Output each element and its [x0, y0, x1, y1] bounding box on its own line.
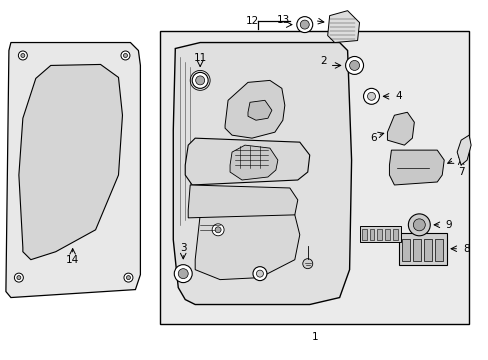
Circle shape: [349, 60, 359, 71]
Circle shape: [367, 92, 375, 100]
Circle shape: [121, 51, 130, 60]
Bar: [361, 229, 366, 240]
Circle shape: [302, 259, 312, 269]
Polygon shape: [195, 198, 299, 280]
Polygon shape: [19, 64, 122, 260]
Bar: [393, 229, 398, 240]
Circle shape: [17, 276, 21, 280]
Circle shape: [192, 72, 208, 88]
Circle shape: [126, 276, 130, 280]
Bar: [160, 31, 468, 324]
Circle shape: [212, 224, 224, 236]
Polygon shape: [224, 80, 285, 138]
Text: 8: 8: [462, 244, 469, 254]
Bar: [402, 239, 409, 261]
Bar: [385, 229, 389, 240]
Polygon shape: [247, 100, 271, 120]
Circle shape: [296, 17, 312, 32]
Circle shape: [252, 267, 266, 280]
Circle shape: [345, 57, 363, 75]
Text: 1: 1: [311, 332, 317, 342]
Circle shape: [215, 227, 221, 233]
Bar: [424, 239, 431, 261]
Polygon shape: [6, 42, 140, 298]
Circle shape: [195, 76, 204, 85]
Circle shape: [124, 273, 133, 282]
Text: 10: 10: [456, 150, 469, 160]
Text: 7: 7: [457, 167, 464, 177]
Polygon shape: [327, 11, 359, 42]
Polygon shape: [173, 42, 351, 305]
Polygon shape: [188, 185, 297, 218]
Circle shape: [363, 88, 379, 104]
Polygon shape: [229, 145, 277, 180]
Bar: [399, 233, 447, 265]
Text: 6: 6: [369, 133, 376, 143]
Circle shape: [412, 219, 425, 231]
Polygon shape: [386, 112, 413, 145]
Circle shape: [407, 214, 429, 236]
Circle shape: [19, 51, 27, 60]
Bar: [369, 229, 374, 240]
Circle shape: [123, 54, 127, 58]
Circle shape: [174, 265, 192, 283]
Circle shape: [21, 54, 25, 58]
Text: 9: 9: [444, 220, 451, 230]
Text: 12: 12: [245, 15, 258, 26]
Text: 4: 4: [395, 91, 401, 101]
Text: 2: 2: [320, 57, 326, 67]
Text: 5: 5: [234, 269, 241, 279]
Text: 14: 14: [66, 255, 79, 265]
Bar: [377, 229, 382, 240]
Bar: [434, 239, 442, 261]
Bar: [359, 226, 401, 242]
Text: 3: 3: [180, 243, 186, 253]
Polygon shape: [456, 135, 470, 165]
Circle shape: [178, 269, 188, 279]
Polygon shape: [185, 138, 309, 185]
Circle shape: [14, 273, 23, 282]
Text: 11: 11: [193, 54, 206, 63]
Circle shape: [300, 20, 308, 29]
Polygon shape: [388, 150, 443, 185]
Circle shape: [256, 270, 263, 277]
Bar: [412, 239, 421, 261]
Text: 13: 13: [277, 15, 290, 24]
